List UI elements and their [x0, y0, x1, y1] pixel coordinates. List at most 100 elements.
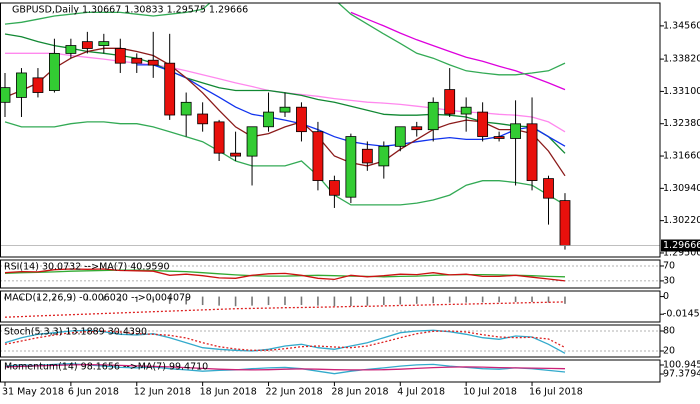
pane-title: Stoch(5,3,3) 13.1889 30.4390: [4, 327, 147, 338]
candle-body: [49, 52, 60, 91]
histogram-bar: [267, 296, 270, 306]
pane: [4, 362, 566, 375]
histogram-bar: [119, 296, 122, 302]
candle-body: [493, 136, 505, 139]
indicator-line: [4, 268, 566, 282]
histogram-bar: [168, 296, 171, 304]
histogram-bar: [86, 296, 89, 301]
pane-border: [0, 359, 661, 383]
y-tick-label: 1.32380: [663, 118, 700, 129]
histogram-bar: [251, 296, 253, 306]
candle-body: [543, 178, 554, 199]
histogram-bar: [218, 296, 220, 306]
histogram-bar: [333, 296, 336, 307]
histogram-bar: [37, 296, 39, 301]
candle-body: [147, 59, 159, 66]
pane-title: GBPUSD,Daily 1.30667 1.30833 1.29575 1.2…: [12, 5, 248, 16]
histogram-bar: [135, 296, 138, 303]
candle-body: [328, 180, 340, 196]
histogram-bar: [53, 296, 56, 301]
candle-body: [394, 126, 406, 147]
candle-body: [230, 152, 241, 157]
histogram-bar: [481, 296, 484, 303]
y-tick-label: 1.30220: [663, 215, 700, 226]
candle-body: [477, 111, 489, 137]
candle-body: [361, 148, 373, 164]
last-price-label: 1.29666: [663, 240, 700, 251]
histogram-bar: [70, 296, 72, 301]
histogram-bar: [547, 296, 550, 303]
pane-title: RSI(14) 30.0732 -->MA(7) 40.9590: [4, 262, 170, 273]
x-tick-label: 4 Jul 2018: [397, 387, 445, 398]
y-tick-label: 1.31660: [663, 151, 700, 162]
candle-body: [444, 89, 456, 115]
indicator-line: [4, 329, 566, 354]
y-tick-label: 0: [663, 291, 669, 302]
pane: [0, 329, 660, 354]
x-tick-label: 6 Jun 2018: [68, 387, 119, 398]
histogram-bar: [284, 296, 286, 306]
pane-border: [0, 324, 661, 358]
pane-border: [0, 259, 661, 289]
histogram-bar: [366, 296, 369, 306]
x-tick-label: 18 Jun 2018: [200, 387, 257, 398]
x-tick-label: 16 Jul 2018: [529, 387, 583, 398]
candle-body: [411, 126, 423, 131]
y-tick-label: 1.33100: [663, 86, 700, 97]
indicator-line: [4, 363, 566, 371]
histogram-bar: [185, 296, 187, 305]
candle-body: [98, 41, 110, 46]
candle-body: [32, 77, 44, 93]
histogram-bar: [514, 296, 517, 303]
y-tick-label: 100.945: [663, 360, 700, 371]
pane: [0, 3, 571, 250]
histogram-bar: [317, 296, 319, 306]
candle-body: [296, 106, 307, 133]
histogram-bar: [103, 296, 105, 301]
histogram-bar: [152, 296, 155, 303]
candle-body: [0, 87, 11, 103]
candle-body: [263, 111, 274, 128]
histogram-bar: [350, 296, 352, 307]
pane: [4, 296, 566, 318]
x-tick-label: 22 Jun 2018: [266, 387, 323, 398]
pane-border: [0, 2, 661, 258]
candle-body: [526, 123, 538, 181]
candle-body: [81, 41, 93, 49]
histogram-bar: [300, 296, 303, 306]
histogram-bar: [465, 296, 467, 303]
histogram-bar: [531, 296, 533, 303]
histogram-bar: [498, 296, 500, 303]
candle-body: [131, 57, 143, 64]
y-tick-label: 1.29500: [663, 247, 700, 258]
indicator-line: [4, 362, 566, 375]
indicator-line: [350, 11, 566, 91]
candle-body: [345, 136, 357, 198]
histogram-bar: [432, 296, 435, 304]
y-tick-label: -0.014585: [663, 309, 700, 320]
candle-body: [378, 145, 390, 167]
y-tick-label: 30: [663, 275, 675, 286]
x-tick-label: 28 Jun 2018: [331, 387, 388, 398]
candle-body: [164, 62, 176, 116]
y-tick-label: 80: [663, 326, 675, 337]
indicator-line: [4, 47, 566, 177]
y-tick-label: 70: [663, 260, 675, 271]
y-tick-label: 1.33820: [663, 54, 700, 65]
last-price-tag: [661, 239, 700, 252]
histogram-bar: [234, 296, 237, 307]
pane-title: Momentum(14) 98.1656 -->MA(7) 99.4710: [4, 362, 208, 373]
histogram-bar: [20, 296, 23, 300]
candle-body: [460, 106, 472, 115]
candle-body: [65, 45, 77, 54]
y-tick-label: 97.3794: [663, 369, 700, 380]
indicator-line: [4, 3, 566, 76]
candle-body: [180, 101, 192, 116]
candle-body: [510, 123, 521, 139]
histogram-bar: [564, 296, 566, 304]
candle-body: [427, 101, 439, 131]
candle-body: [16, 72, 27, 98]
pane-border: [0, 290, 661, 323]
